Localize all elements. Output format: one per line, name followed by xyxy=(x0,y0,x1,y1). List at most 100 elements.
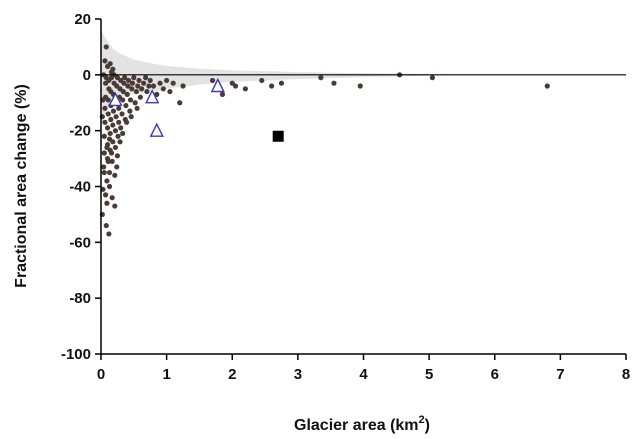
glacier-point xyxy=(113,114,119,120)
glacier-point xyxy=(115,133,121,139)
glacier-point xyxy=(103,222,109,229)
y-tick-label: -20 xyxy=(69,123,91,140)
glacier-point xyxy=(278,80,285,86)
glacier-point xyxy=(104,200,110,206)
glacier-point xyxy=(269,83,275,89)
y-tick-label: 0 xyxy=(83,67,91,84)
y-tick-label: -60 xyxy=(69,234,91,251)
x-axis-title-superscript: 2 xyxy=(419,414,425,426)
glacier-point xyxy=(107,61,113,67)
glacier-point xyxy=(120,97,126,103)
glacier-point xyxy=(128,114,134,120)
glacier-point xyxy=(110,108,117,114)
glacier-point xyxy=(123,119,130,125)
glacier-point xyxy=(129,86,135,92)
axes xyxy=(100,19,626,355)
glacier-point xyxy=(232,83,239,89)
glacier-point xyxy=(117,139,123,145)
glacier-point xyxy=(108,116,114,123)
glacier-point xyxy=(112,203,118,209)
glacier-point xyxy=(170,80,176,86)
y-tick-label: -40 xyxy=(69,179,91,196)
glacier-point xyxy=(135,83,141,89)
x-tick-label: 4 xyxy=(359,366,368,383)
glacier-point xyxy=(160,86,166,92)
uncertainty-band xyxy=(101,30,430,126)
x-axis-ticks: 0 1 2 3 4 5 6 7 8 xyxy=(97,354,630,383)
x-tick-label: 3 xyxy=(294,366,302,383)
glacier-point xyxy=(102,192,109,198)
glacier-point xyxy=(357,83,363,89)
glacier-point xyxy=(132,100,138,106)
x-tick-label: 2 xyxy=(228,366,236,383)
glacier-point xyxy=(125,77,132,84)
glacier-point xyxy=(119,111,125,117)
glacier-point xyxy=(105,97,111,103)
glacier-point xyxy=(102,105,108,111)
y-tick-label: -100 xyxy=(61,346,91,363)
glacier-point xyxy=(242,86,248,92)
glacier-point xyxy=(112,172,118,178)
glacier-point xyxy=(114,164,120,170)
triangle-point xyxy=(145,89,160,104)
glacier-point xyxy=(101,150,107,156)
glacier-point xyxy=(120,130,126,137)
glacier-point xyxy=(209,77,216,84)
triangle-point xyxy=(149,122,164,137)
glacier-point xyxy=(104,178,110,184)
y-axis-title: Fractional area change (%) xyxy=(13,84,30,288)
x-axis-title-close: ) xyxy=(425,417,430,434)
x-tick-label: 6 xyxy=(491,366,499,383)
glacier-point xyxy=(101,164,107,170)
glacier-point xyxy=(110,122,116,128)
glacier-point xyxy=(124,91,130,97)
glacier-point xyxy=(157,80,163,86)
glacier-point xyxy=(150,83,157,89)
glacier-point xyxy=(120,88,126,95)
glacier-point xyxy=(141,80,147,86)
glacier-point xyxy=(177,100,183,106)
glacier-point xyxy=(129,80,136,86)
glacier-point xyxy=(106,231,112,237)
y-tick-label: -80 xyxy=(69,290,91,307)
glacier-point xyxy=(127,108,133,114)
square-point xyxy=(272,130,284,142)
glacier-point xyxy=(106,136,113,142)
glacier-point xyxy=(109,158,115,164)
data-points xyxy=(99,44,550,237)
glacier-point xyxy=(101,133,107,139)
glacier-point xyxy=(108,150,115,156)
glacier-point xyxy=(219,91,226,97)
glacier-point xyxy=(103,44,109,50)
glacier-point xyxy=(109,195,115,201)
glacier-point xyxy=(102,119,108,125)
glacier-point xyxy=(106,183,113,190)
uncertainty-band-layer xyxy=(101,30,430,126)
glacier-point xyxy=(123,102,129,109)
glacier-point xyxy=(147,77,153,84)
glacier-point xyxy=(429,75,436,81)
glacier-point xyxy=(116,119,122,125)
y-axis-ticks: 20 0 -20 -40 -60 -80 -100 xyxy=(61,11,101,363)
glacier-point xyxy=(112,144,119,151)
glacier-point xyxy=(114,153,121,159)
glacier-point xyxy=(104,125,111,131)
glacier-point xyxy=(137,94,143,100)
glacier-point xyxy=(143,75,149,81)
glacier-point xyxy=(105,158,111,164)
glacier-point xyxy=(154,91,160,97)
glacier-point xyxy=(121,80,127,86)
glacier-point xyxy=(118,125,124,131)
x-tick-label: 0 xyxy=(97,366,105,383)
glacier-point xyxy=(125,83,131,89)
glacier-point xyxy=(180,83,186,89)
glacier-point xyxy=(164,77,170,84)
glacier-point xyxy=(259,77,265,84)
x-axis-title-main: Glacier area (km xyxy=(294,417,419,434)
glacier-point xyxy=(318,75,324,81)
x-tick-label: 8 xyxy=(622,366,630,383)
glacier-point xyxy=(544,83,550,89)
glacier-point xyxy=(101,169,107,176)
glacier-point xyxy=(136,77,142,84)
glacier-point xyxy=(106,169,113,176)
